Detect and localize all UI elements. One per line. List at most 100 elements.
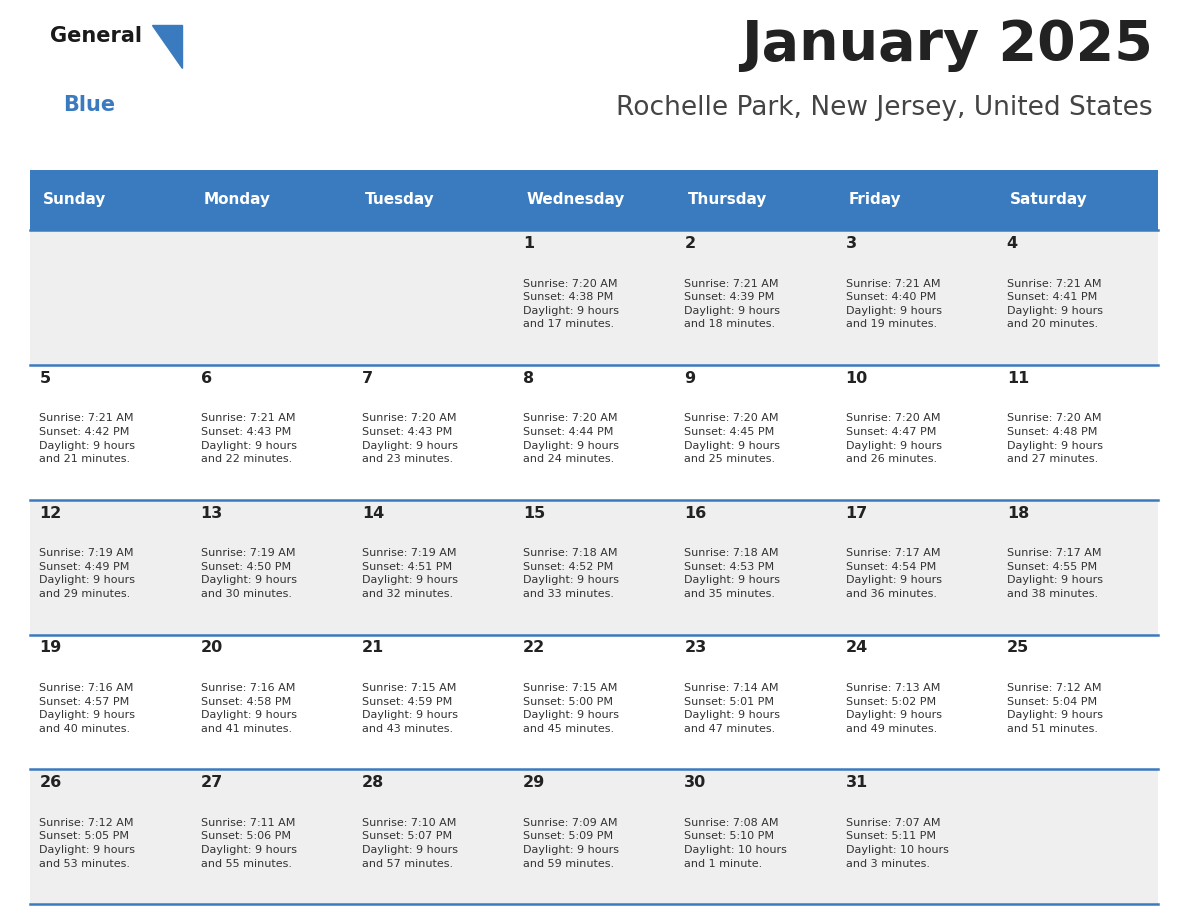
Text: Sunrise: 7:19 AM
Sunset: 4:51 PM
Daylight: 9 hours
and 32 minutes.: Sunrise: 7:19 AM Sunset: 4:51 PM Dayligh…	[362, 548, 457, 599]
Text: 11: 11	[1006, 371, 1029, 386]
Text: Sunrise: 7:19 AM
Sunset: 4:49 PM
Daylight: 9 hours
and 29 minutes.: Sunrise: 7:19 AM Sunset: 4:49 PM Dayligh…	[39, 548, 135, 599]
Bar	[997, 230, 1158, 364]
Text: Sunrise: 7:10 AM
Sunset: 5:07 PM
Daylight: 9 hours
and 57 minutes.: Sunrise: 7:10 AM Sunset: 5:07 PM Dayligh…	[362, 818, 457, 868]
Bar	[30, 364, 191, 499]
Text: Sunrise: 7:20 AM
Sunset: 4:43 PM
Daylight: 9 hours
and 23 minutes.: Sunrise: 7:20 AM Sunset: 4:43 PM Dayligh…	[362, 413, 457, 465]
Bar	[836, 364, 997, 499]
Text: 25: 25	[1006, 641, 1029, 655]
Bar	[675, 364, 836, 499]
Bar	[836, 634, 997, 769]
Text: Sunrise: 7:15 AM
Sunset: 5:00 PM
Daylight: 9 hours
and 45 minutes.: Sunrise: 7:15 AM Sunset: 5:00 PM Dayligh…	[523, 683, 619, 733]
Text: Sunrise: 7:18 AM
Sunset: 4:52 PM
Daylight: 9 hours
and 33 minutes.: Sunrise: 7:18 AM Sunset: 4:52 PM Dayligh…	[523, 548, 619, 599]
Bar	[513, 634, 675, 769]
Bar	[675, 634, 836, 769]
Bar	[191, 364, 352, 499]
Text: Sunrise: 7:17 AM
Sunset: 4:55 PM
Daylight: 9 hours
and 38 minutes.: Sunrise: 7:17 AM Sunset: 4:55 PM Dayligh…	[1006, 548, 1102, 599]
Bar	[352, 170, 513, 230]
Text: Sunrise: 7:17 AM
Sunset: 4:54 PM
Daylight: 9 hours
and 36 minutes.: Sunrise: 7:17 AM Sunset: 4:54 PM Dayligh…	[846, 548, 942, 599]
Text: Friday: Friday	[848, 193, 902, 207]
Text: Sunrise: 7:20 AM
Sunset: 4:38 PM
Daylight: 9 hours
and 17 minutes.: Sunrise: 7:20 AM Sunset: 4:38 PM Dayligh…	[523, 278, 619, 330]
Text: 15: 15	[523, 506, 545, 521]
Bar	[836, 230, 997, 364]
Text: Sunrise: 7:16 AM
Sunset: 4:57 PM
Daylight: 9 hours
and 40 minutes.: Sunrise: 7:16 AM Sunset: 4:57 PM Dayligh…	[39, 683, 135, 733]
Bar	[513, 769, 675, 904]
Bar	[191, 769, 352, 904]
Text: Sunrise: 7:20 AM
Sunset: 4:45 PM
Daylight: 9 hours
and 25 minutes.: Sunrise: 7:20 AM Sunset: 4:45 PM Dayligh…	[684, 413, 781, 465]
Text: 6: 6	[201, 371, 211, 386]
Text: Sunrise: 7:19 AM
Sunset: 4:50 PM
Daylight: 9 hours
and 30 minutes.: Sunrise: 7:19 AM Sunset: 4:50 PM Dayligh…	[201, 548, 297, 599]
Bar	[513, 170, 675, 230]
Text: Thursday: Thursday	[688, 193, 767, 207]
Text: General: General	[50, 27, 143, 46]
Bar	[675, 170, 836, 230]
Text: 30: 30	[684, 776, 707, 790]
Text: Blue: Blue	[64, 95, 115, 115]
Text: Sunrise: 7:21 AM
Sunset: 4:39 PM
Daylight: 9 hours
and 18 minutes.: Sunrise: 7:21 AM Sunset: 4:39 PM Dayligh…	[684, 278, 781, 330]
Text: Sunrise: 7:21 AM
Sunset: 4:43 PM
Daylight: 9 hours
and 22 minutes.: Sunrise: 7:21 AM Sunset: 4:43 PM Dayligh…	[201, 413, 297, 465]
Bar	[997, 634, 1158, 769]
Bar	[352, 634, 513, 769]
Bar	[513, 499, 675, 634]
Text: 22: 22	[523, 641, 545, 655]
Text: 14: 14	[362, 506, 384, 521]
Bar	[836, 170, 997, 230]
Text: Sunrise: 7:07 AM
Sunset: 5:11 PM
Daylight: 10 hours
and 3 minutes.: Sunrise: 7:07 AM Sunset: 5:11 PM Dayligh…	[846, 818, 948, 868]
Text: Sunrise: 7:20 AM
Sunset: 4:44 PM
Daylight: 9 hours
and 24 minutes.: Sunrise: 7:20 AM Sunset: 4:44 PM Dayligh…	[523, 413, 619, 465]
Text: 3: 3	[846, 236, 857, 251]
Text: 8: 8	[523, 371, 535, 386]
Bar	[997, 170, 1158, 230]
Text: Sunrise: 7:13 AM
Sunset: 5:02 PM
Daylight: 9 hours
and 49 minutes.: Sunrise: 7:13 AM Sunset: 5:02 PM Dayligh…	[846, 683, 942, 733]
Text: 31: 31	[846, 776, 867, 790]
Bar	[30, 634, 191, 769]
Bar	[191, 170, 352, 230]
Bar	[352, 769, 513, 904]
Bar	[836, 499, 997, 634]
Bar	[191, 634, 352, 769]
Bar	[513, 364, 675, 499]
Text: Sunrise: 7:16 AM
Sunset: 4:58 PM
Daylight: 9 hours
and 41 minutes.: Sunrise: 7:16 AM Sunset: 4:58 PM Dayligh…	[201, 683, 297, 733]
Bar	[30, 769, 191, 904]
Text: Sunday: Sunday	[43, 193, 106, 207]
Text: 2: 2	[684, 236, 695, 251]
Text: 12: 12	[39, 506, 62, 521]
Bar	[30, 230, 191, 364]
Text: Sunrise: 7:09 AM
Sunset: 5:09 PM
Daylight: 9 hours
and 59 minutes.: Sunrise: 7:09 AM Sunset: 5:09 PM Dayligh…	[523, 818, 619, 868]
Text: Wednesday: Wednesday	[526, 193, 625, 207]
Text: Sunrise: 7:11 AM
Sunset: 5:06 PM
Daylight: 9 hours
and 55 minutes.: Sunrise: 7:11 AM Sunset: 5:06 PM Dayligh…	[201, 818, 297, 868]
Text: January 2025: January 2025	[741, 18, 1152, 73]
Text: 23: 23	[684, 641, 707, 655]
Bar	[352, 230, 513, 364]
Text: 13: 13	[201, 506, 223, 521]
Bar	[675, 230, 836, 364]
Bar	[30, 499, 191, 634]
Text: Sunrise: 7:15 AM
Sunset: 4:59 PM
Daylight: 9 hours
and 43 minutes.: Sunrise: 7:15 AM Sunset: 4:59 PM Dayligh…	[362, 683, 457, 733]
Text: Sunrise: 7:12 AM
Sunset: 5:05 PM
Daylight: 9 hours
and 53 minutes.: Sunrise: 7:12 AM Sunset: 5:05 PM Dayligh…	[39, 818, 135, 868]
Text: Sunrise: 7:08 AM
Sunset: 5:10 PM
Daylight: 10 hours
and 1 minute.: Sunrise: 7:08 AM Sunset: 5:10 PM Dayligh…	[684, 818, 788, 868]
Text: Sunrise: 7:18 AM
Sunset: 4:53 PM
Daylight: 9 hours
and 35 minutes.: Sunrise: 7:18 AM Sunset: 4:53 PM Dayligh…	[684, 548, 781, 599]
Text: Sunrise: 7:12 AM
Sunset: 5:04 PM
Daylight: 9 hours
and 51 minutes.: Sunrise: 7:12 AM Sunset: 5:04 PM Dayligh…	[1006, 683, 1102, 733]
Bar	[997, 499, 1158, 634]
Bar	[352, 499, 513, 634]
Text: 16: 16	[684, 506, 707, 521]
Text: Sunrise: 7:14 AM
Sunset: 5:01 PM
Daylight: 9 hours
and 47 minutes.: Sunrise: 7:14 AM Sunset: 5:01 PM Dayligh…	[684, 683, 781, 733]
Polygon shape	[152, 25, 182, 68]
Text: 29: 29	[523, 776, 545, 790]
Bar	[997, 364, 1158, 499]
Text: Monday: Monday	[204, 193, 271, 207]
Bar	[675, 769, 836, 904]
Text: 4: 4	[1006, 236, 1018, 251]
Text: 26: 26	[39, 776, 62, 790]
Text: 24: 24	[846, 641, 867, 655]
Bar	[675, 499, 836, 634]
Text: 7: 7	[362, 371, 373, 386]
Text: 5: 5	[39, 371, 51, 386]
Text: 10: 10	[846, 371, 867, 386]
Text: Tuesday: Tuesday	[365, 193, 435, 207]
Text: 17: 17	[846, 506, 867, 521]
Text: 20: 20	[201, 641, 223, 655]
Text: 21: 21	[362, 641, 384, 655]
Text: 18: 18	[1006, 506, 1029, 521]
Bar	[997, 769, 1158, 904]
Text: Sunrise: 7:20 AM
Sunset: 4:47 PM
Daylight: 9 hours
and 26 minutes.: Sunrise: 7:20 AM Sunset: 4:47 PM Dayligh…	[846, 413, 942, 465]
Bar	[352, 364, 513, 499]
